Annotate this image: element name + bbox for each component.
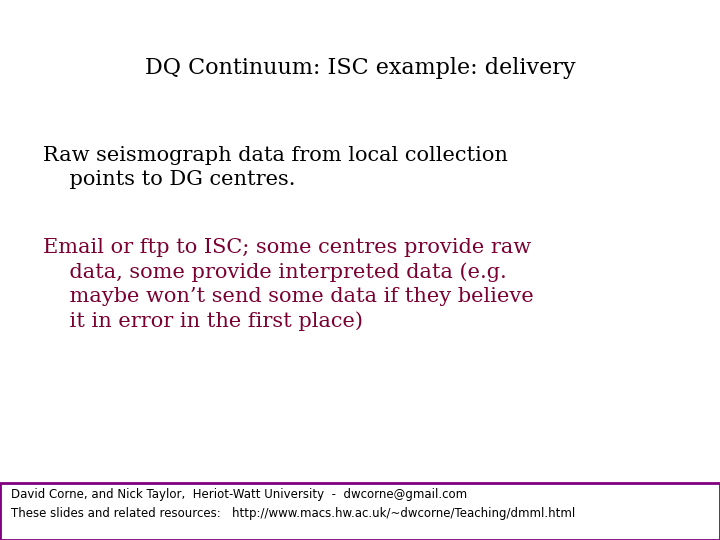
Text: DQ Continuum: ISC example: delivery: DQ Continuum: ISC example: delivery xyxy=(145,57,575,79)
Text: Raw seismograph data from local collection
    points to DG centres.: Raw seismograph data from local collecti… xyxy=(43,146,508,189)
Text: David Corne, and Nick Taylor,  Heriot-Watt University  -  dwcorne@gmail.com
Thes: David Corne, and Nick Taylor, Heriot-Wat… xyxy=(11,488,575,519)
FancyBboxPatch shape xyxy=(0,483,720,540)
Text: Email or ftp to ISC; some centres provide raw
    data, some provide interpreted: Email or ftp to ISC; some centres provid… xyxy=(43,238,534,331)
